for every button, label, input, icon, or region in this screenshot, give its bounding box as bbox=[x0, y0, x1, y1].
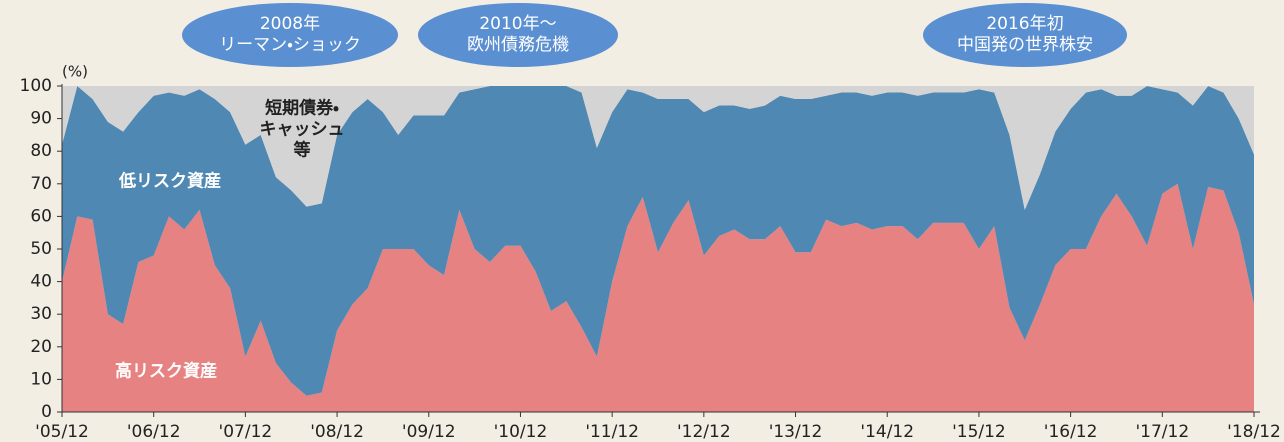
x-tick-label: '13/12 bbox=[769, 422, 823, 442]
series-label: 短期債券・ キャッシュ 等 bbox=[259, 98, 345, 161]
annotation-text: 2010年〜 欧州債務危機 bbox=[467, 14, 569, 55]
y-tick-label: 90 bbox=[30, 109, 52, 129]
series-label: 低リスク資産 bbox=[119, 171, 221, 192]
y-tick-label: 70 bbox=[30, 174, 52, 194]
x-tick-label: '10/12 bbox=[494, 422, 548, 442]
y-tick-label: 80 bbox=[30, 141, 52, 161]
annotation-text: 2008年 リーマン・ショック bbox=[219, 14, 361, 55]
x-tick-label: '18/12 bbox=[1227, 422, 1281, 442]
area bbox=[62, 86, 1254, 396]
y-tick-label: 0 bbox=[41, 402, 52, 422]
y-tick-label: 50 bbox=[30, 239, 52, 259]
series-label: 高リスク資産 bbox=[115, 361, 217, 382]
annotation-text: 2016年初 中国発の世界株安 bbox=[957, 14, 1093, 55]
x-tick-label: '05/12 bbox=[35, 422, 89, 442]
y-tick-label: 60 bbox=[30, 206, 52, 226]
annotation-bubble bbox=[923, 3, 1127, 67]
x-tick-label: '17/12 bbox=[1135, 422, 1189, 442]
annotation-bubble bbox=[182, 3, 398, 67]
x-tick-label: '09/12 bbox=[402, 422, 456, 442]
area bbox=[62, 86, 1254, 210]
x-tick-label: '16/12 bbox=[1044, 422, 1098, 442]
x-tick-label: '07/12 bbox=[219, 422, 273, 442]
x-tick-label: '14/12 bbox=[860, 422, 914, 442]
x-tick-label: '06/12 bbox=[127, 422, 181, 442]
y-axis-label: (%) bbox=[62, 63, 88, 81]
x-tick-label: '12/12 bbox=[677, 422, 731, 442]
y-tick-label: 40 bbox=[30, 272, 52, 292]
x-tick-label: '11/12 bbox=[585, 422, 639, 442]
x-tick-label: '15/12 bbox=[952, 422, 1006, 442]
y-tick-label: 10 bbox=[30, 369, 52, 389]
y-tick-label: 30 bbox=[30, 304, 52, 324]
y-tick-label: 100 bbox=[20, 76, 52, 96]
y-tick-label: 20 bbox=[30, 337, 52, 357]
annotation-bubble bbox=[418, 3, 618, 67]
area bbox=[62, 183, 1254, 412]
x-tick-label: '08/12 bbox=[310, 422, 364, 442]
